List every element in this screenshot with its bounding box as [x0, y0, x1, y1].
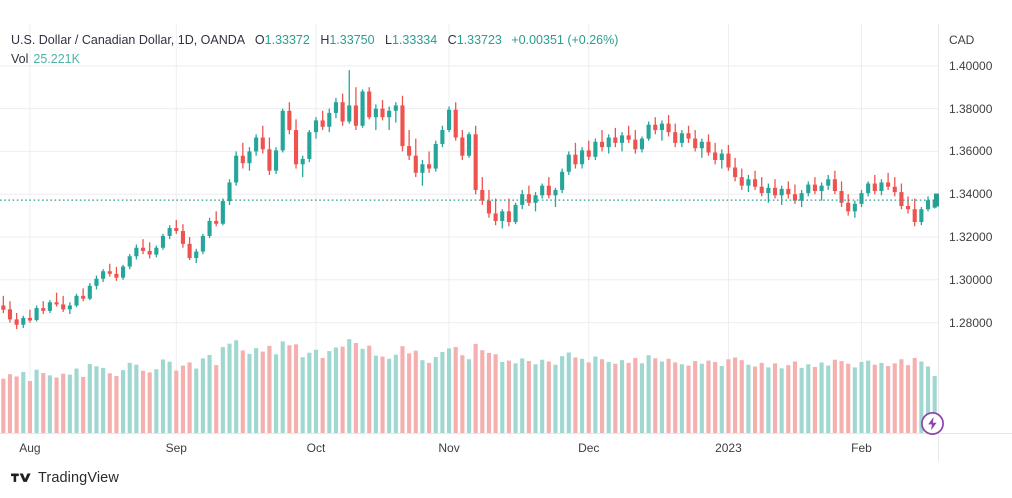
price-tick-label: 1.38000 [949, 101, 993, 116]
tradingview-logo-icon [11, 473, 31, 482]
time-tick-label: Sep [165, 441, 187, 455]
candles [1, 70, 937, 330]
time-tick-label: Aug [19, 441, 41, 455]
chart-plot-area[interactable] [0, 24, 938, 433]
axis-corner [938, 433, 1012, 461]
tradingview-brand-text: TradingView [38, 470, 119, 486]
price-tick-label: 1.36000 [949, 144, 993, 159]
price-tick-label: 1.40000 [949, 58, 993, 73]
time-tick-label: Feb [851, 441, 872, 455]
time-axis[interactable]: Aug Sep Oct Nov Dec 2023 Feb [0, 433, 938, 461]
price-tick-label: 1.30000 [949, 272, 993, 287]
lightning-bolt-icon[interactable] [920, 411, 945, 436]
price-tick-label: 1.32000 [949, 230, 993, 244]
tradingview-footer-logo[interactable]: TradingView [11, 470, 119, 486]
candlestick-canvas [0, 24, 938, 433]
current-price-marker [934, 193, 939, 207]
time-tick-label: 2023 [715, 441, 742, 455]
horizontal-gridlines [0, 65, 938, 324]
price-tick-label: 1.28000 [949, 315, 993, 330]
price-tick-label: 1.34000 [949, 187, 993, 202]
time-tick-label: Nov [438, 441, 460, 455]
price-axis[interactable]: CAD 1.40000 1.38000 1.36000 1.34000 1.32000 1… [934, 24, 1012, 433]
time-tick-label: Dec [578, 441, 600, 455]
time-tick-label: Oct [306, 441, 326, 455]
currency-label: CAD [949, 33, 975, 47]
volume-bars [1, 339, 937, 433]
